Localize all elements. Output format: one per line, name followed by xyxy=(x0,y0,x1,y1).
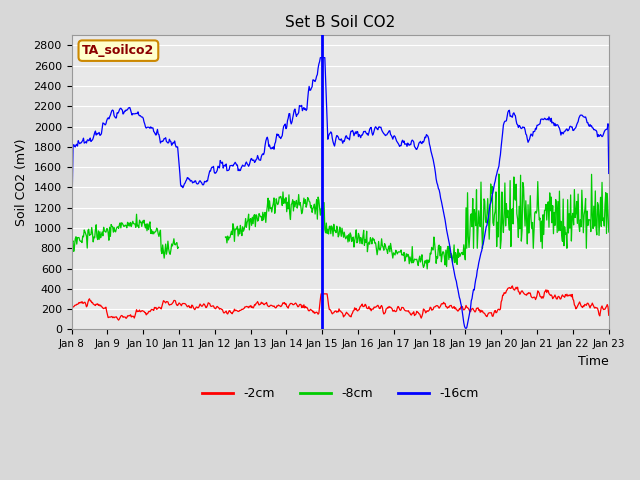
-8cm xyxy=(68,237,76,242)
X-axis label: Time: Time xyxy=(578,355,609,368)
-8cm xyxy=(77,238,85,244)
-16cm xyxy=(68,235,76,240)
Line: -8cm: -8cm xyxy=(72,174,609,269)
Text: TA_soilco2: TA_soilco2 xyxy=(83,44,154,57)
-16cm xyxy=(605,170,612,176)
-2cm xyxy=(68,310,76,315)
Legend: -2cm, -8cm, -16cm: -2cm, -8cm, -16cm xyxy=(197,383,483,406)
Y-axis label: Soil CO2 (mV): Soil CO2 (mV) xyxy=(15,139,28,226)
-8cm xyxy=(406,254,414,260)
-2cm xyxy=(77,300,85,306)
-2cm xyxy=(133,309,141,314)
-2cm xyxy=(422,310,429,316)
-8cm xyxy=(422,260,429,266)
-2cm xyxy=(216,306,224,312)
-16cm xyxy=(462,325,470,331)
-8cm xyxy=(132,211,140,217)
Line: -2cm: -2cm xyxy=(72,286,609,320)
-16cm xyxy=(317,55,324,60)
-16cm xyxy=(132,110,140,116)
-2cm xyxy=(605,312,612,318)
-16cm xyxy=(77,140,85,146)
-16cm xyxy=(406,142,414,147)
-2cm xyxy=(115,317,122,323)
-2cm xyxy=(406,310,414,316)
Title: Set B Soil CO2: Set B Soil CO2 xyxy=(285,15,396,30)
-16cm xyxy=(216,165,223,171)
-16cm xyxy=(422,135,429,141)
-2cm xyxy=(188,302,196,308)
-2cm xyxy=(509,283,516,289)
-16cm xyxy=(188,178,195,183)
-8cm xyxy=(605,229,612,235)
Line: -16cm: -16cm xyxy=(72,58,609,328)
